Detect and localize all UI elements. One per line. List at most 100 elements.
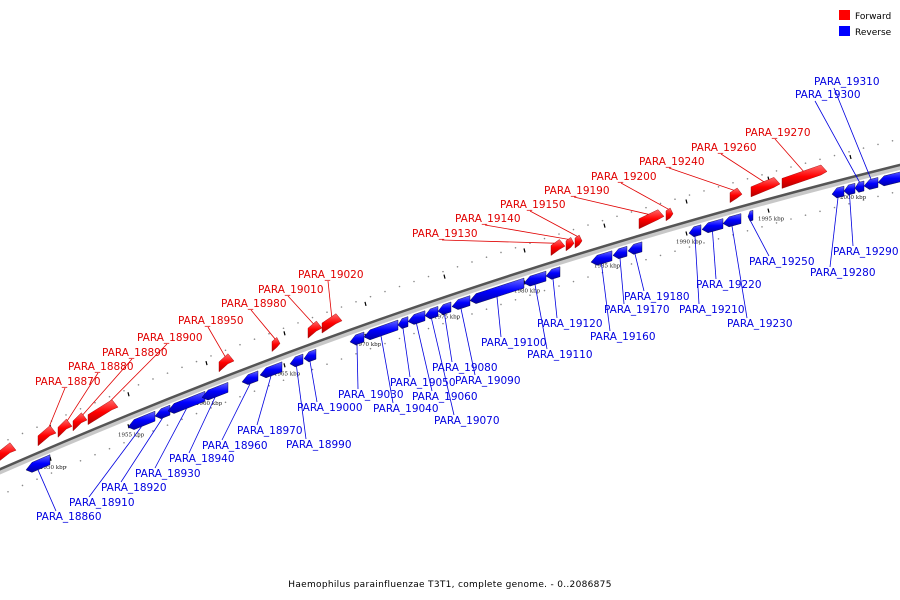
gene-label[interactable]: PARA_19220	[696, 279, 762, 291]
gene-label[interactable]: PARA_19260	[691, 142, 757, 154]
gene-arrow[interactable]	[349, 331, 365, 346]
gene-label[interactable]: PARA_19200	[591, 171, 657, 183]
gene-label[interactable]: PARA_19020	[298, 269, 364, 281]
gene-arrow[interactable]	[750, 177, 781, 198]
gene-label[interactable]: PARA_19130	[412, 228, 478, 240]
gene-arrow[interactable]	[612, 246, 628, 260]
genome-backbone-shadow	[0, 163, 900, 475]
gene-arrow[interactable]	[863, 177, 879, 190]
gene-arrow[interactable]	[831, 185, 845, 199]
gene-label[interactable]: PARA_18950	[178, 315, 244, 327]
gene-arrow[interactable]	[781, 164, 828, 189]
gene-label[interactable]: PARA_18960	[202, 440, 268, 452]
gene-arrow[interactable]	[87, 399, 119, 426]
gene-arrow[interactable]	[451, 295, 471, 310]
gene-label[interactable]: PARA_18980	[221, 298, 287, 310]
gene-label[interactable]: PARA_19150	[500, 199, 566, 211]
gene-arrow[interactable]	[37, 425, 57, 447]
gene-arrow[interactable]	[665, 207, 674, 222]
gene-label[interactable]: PARA_18890	[102, 347, 168, 359]
gene-label[interactable]: PARA_19040	[373, 403, 439, 415]
gene-label[interactable]: PARA_19250	[749, 256, 815, 268]
gene-label[interactable]: PARA_19160	[590, 331, 656, 343]
gene-arrow[interactable]	[424, 306, 439, 320]
gene-label[interactable]: PARA_19230	[727, 318, 793, 330]
gene-label[interactable]: PARA_19270	[745, 127, 811, 139]
gene-arrow[interactable]	[154, 404, 171, 419]
scale-dot	[355, 300, 357, 303]
gene-arrow[interactable]	[747, 210, 754, 222]
gene-label[interactable]: PARA_19120	[537, 318, 603, 330]
gene-label[interactable]: PARA_19010	[258, 284, 324, 296]
gene-arrow[interactable]	[271, 337, 281, 353]
gene-label[interactable]: PARA_19090	[455, 375, 521, 387]
gene-label[interactable]: PARA_18880	[68, 361, 134, 373]
gene-label[interactable]: PARA_19000	[297, 402, 363, 414]
gene-arrow[interactable]	[469, 277, 525, 304]
gene-arrow[interactable]	[729, 187, 743, 203]
gene-label[interactable]: PARA_18920	[101, 482, 167, 494]
gene-arrow[interactable]	[25, 454, 51, 473]
gene-label[interactable]: PARA_18860	[36, 511, 102, 523]
gene-label[interactable]: PARA_18900	[137, 332, 203, 344]
gene-arrow[interactable]	[289, 353, 304, 368]
gene-label[interactable]: PARA_19140	[455, 213, 521, 225]
gene-arrow[interactable]	[877, 171, 900, 187]
gene-label[interactable]: PARA_18870	[35, 376, 101, 388]
gene-arrow[interactable]	[437, 301, 452, 315]
gene-arrow[interactable]	[627, 241, 643, 255]
gene-arrow[interactable]	[545, 266, 561, 280]
gene-arrow[interactable]	[72, 412, 88, 432]
gene-arrow[interactable]	[218, 353, 235, 373]
gene-label[interactable]: PARA_19310	[814, 76, 880, 88]
gene-arrow[interactable]	[167, 390, 206, 414]
gene-label[interactable]: PARA_19280	[810, 267, 876, 279]
gene-arrow[interactable]	[307, 320, 323, 339]
gene-label[interactable]: PARA_19080	[432, 362, 498, 374]
gene-label[interactable]: PARA_19290	[833, 246, 899, 258]
gene-arrow[interactable]	[565, 237, 575, 252]
gene-label[interactable]: PARA_19300	[795, 89, 861, 101]
kbp-tick-mark	[364, 301, 367, 307]
gene-label[interactable]: PARA_18990	[286, 439, 352, 451]
gene-arrow[interactable]	[397, 316, 409, 329]
gene-label[interactable]: PARA_19100	[481, 337, 547, 349]
gene-arrow[interactable]	[241, 370, 259, 385]
gene-arrow[interactable]	[550, 239, 566, 256]
scale-dot	[137, 436, 140, 438]
gene-label[interactable]: PARA_18940	[169, 453, 235, 465]
scale-dot	[152, 430, 154, 432]
gene-label[interactable]: PARA_19240	[639, 156, 705, 168]
gene-arrow[interactable]	[201, 382, 229, 401]
gene-arrow[interactable]	[688, 224, 702, 238]
gene-arrow[interactable]	[854, 180, 865, 193]
gene-arrow[interactable]	[303, 348, 317, 363]
gene-label[interactable]: PARA_19180	[624, 291, 690, 303]
gene-arrow[interactable]	[363, 319, 399, 341]
gene-arrow[interactable]	[843, 183, 856, 196]
gene-label[interactable]: PARA_19070	[434, 415, 500, 427]
gene-arrow[interactable]	[523, 270, 547, 287]
gene-label[interactable]: PARA_19110	[527, 349, 593, 361]
gene-label[interactable]: PARA_19170	[604, 304, 670, 316]
gene-arrow[interactable]	[407, 310, 426, 325]
gene-arrow[interactable]	[574, 234, 583, 249]
gene-arrow[interactable]	[57, 418, 73, 438]
scale-dot	[819, 210, 821, 213]
gene-arrow[interactable]	[638, 209, 665, 230]
gene-label[interactable]: PARA_19210	[679, 304, 745, 316]
gene-arrow[interactable]	[722, 213, 742, 228]
gene-arrow[interactable]	[0, 442, 17, 465]
gene-label[interactable]: PARA_19190	[544, 185, 610, 197]
gene-label[interactable]: PARA_19030	[338, 389, 404, 401]
gene-label[interactable]: PARA_18910	[69, 497, 135, 509]
gene-arrow[interactable]	[701, 218, 724, 233]
gene-label[interactable]: PARA_18970	[237, 425, 303, 437]
gene-arrow[interactable]	[127, 410, 156, 430]
gene-label[interactable]: PARA_19050	[390, 377, 456, 389]
gene-arrow[interactable]	[259, 361, 283, 379]
gene-label[interactable]: PARA_19060	[412, 391, 478, 403]
gene-arrow[interactable]	[590, 250, 613, 266]
gene-arrow[interactable]	[321, 313, 343, 334]
gene-label[interactable]: PARA_18930	[135, 468, 201, 480]
